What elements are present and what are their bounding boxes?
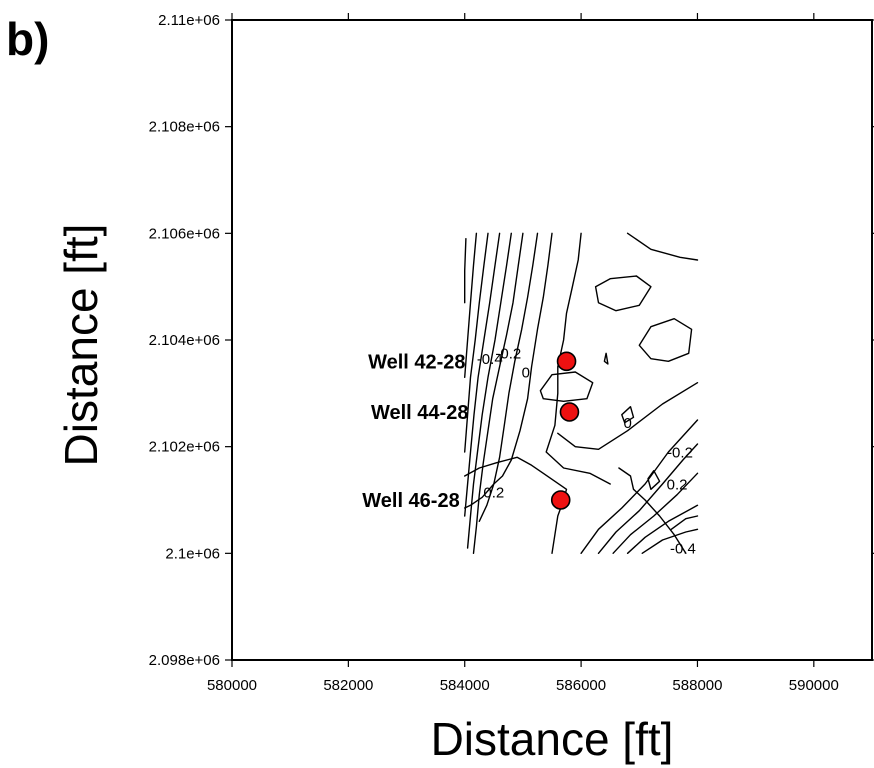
axis-ticks bbox=[225, 13, 874, 667]
contour-line bbox=[670, 515, 699, 530]
well-label: Well 44-28 bbox=[371, 402, 468, 424]
x-axis-title: Distance [ft] bbox=[431, 713, 674, 765]
contour-line bbox=[464, 238, 467, 304]
contour-lines bbox=[464, 232, 699, 554]
contour-line bbox=[472, 232, 524, 554]
contour-label: -0.2 bbox=[667, 444, 693, 461]
contour-label: -0.2 bbox=[495, 346, 521, 363]
well-label: Well 42-28 bbox=[368, 351, 465, 373]
contour-label: -0.4 bbox=[670, 540, 696, 557]
well-marker bbox=[550, 490, 571, 510]
contour-label: -0.4 bbox=[477, 351, 503, 368]
contour-label: 0 bbox=[522, 364, 530, 381]
plot-frame bbox=[231, 19, 873, 661]
contour-line bbox=[612, 472, 699, 554]
contour-line bbox=[647, 470, 661, 490]
well-marker bbox=[559, 402, 580, 422]
contour-line bbox=[545, 232, 611, 485]
y-tick-label: 2.108e+06 bbox=[149, 119, 220, 136]
contour-line bbox=[464, 232, 553, 509]
y-tick-label: 2.102e+06 bbox=[149, 439, 220, 456]
x-tick-label: 586000 bbox=[556, 677, 606, 694]
well-marker bbox=[556, 351, 577, 372]
contour-line bbox=[618, 467, 687, 554]
contour-line bbox=[603, 352, 609, 365]
y-tick-label: 2.1e+06 bbox=[165, 545, 220, 562]
y-tick-label: 2.098e+06 bbox=[149, 652, 220, 669]
y-tick-label: 2.104e+06 bbox=[149, 332, 220, 349]
x-tick-label: 582000 bbox=[323, 677, 373, 694]
contour-line bbox=[557, 382, 699, 450]
contour-labels: -0.4-0.2000.2 0.2-0.2-0.4 bbox=[477, 346, 696, 558]
contour-line bbox=[464, 232, 478, 378]
contour-label: 0 bbox=[623, 415, 631, 432]
contour-label: 0.2 bbox=[667, 476, 688, 493]
contour-line bbox=[466, 232, 512, 549]
contour-line bbox=[478, 232, 539, 522]
x-tick-label: 584000 bbox=[440, 677, 490, 694]
contour-line bbox=[597, 443, 699, 554]
panel-label: b) bbox=[6, 13, 49, 65]
x-tick-label: 588000 bbox=[672, 677, 722, 694]
contour-line bbox=[464, 456, 568, 554]
x-tick-label: 590000 bbox=[789, 677, 839, 694]
y-tick-label: 2.106e+06 bbox=[149, 225, 220, 242]
contour-label: 0.2 bbox=[483, 484, 504, 501]
contour-line bbox=[626, 232, 699, 261]
tick-labels: 580000 582000 584000 586000 588000 590000 2.09… bbox=[149, 12, 839, 694]
contour-line bbox=[641, 528, 699, 554]
contour-line bbox=[638, 318, 693, 362]
contour-line bbox=[539, 371, 594, 402]
contour-line bbox=[621, 406, 635, 424]
well-label: Well 46-28 bbox=[362, 490, 459, 512]
contour-line bbox=[626, 504, 699, 554]
y-axis-title: Distance [ft] bbox=[55, 224, 107, 467]
x-tick-label: 580000 bbox=[207, 677, 257, 694]
contour-line bbox=[594, 275, 652, 312]
well-markers: Well 42-28 Well 44-28 Well 46-28 bbox=[362, 351, 580, 512]
contour-line bbox=[580, 419, 699, 554]
y-tick-label: 2.11e+06 bbox=[158, 12, 220, 29]
contour-line bbox=[464, 232, 489, 453]
